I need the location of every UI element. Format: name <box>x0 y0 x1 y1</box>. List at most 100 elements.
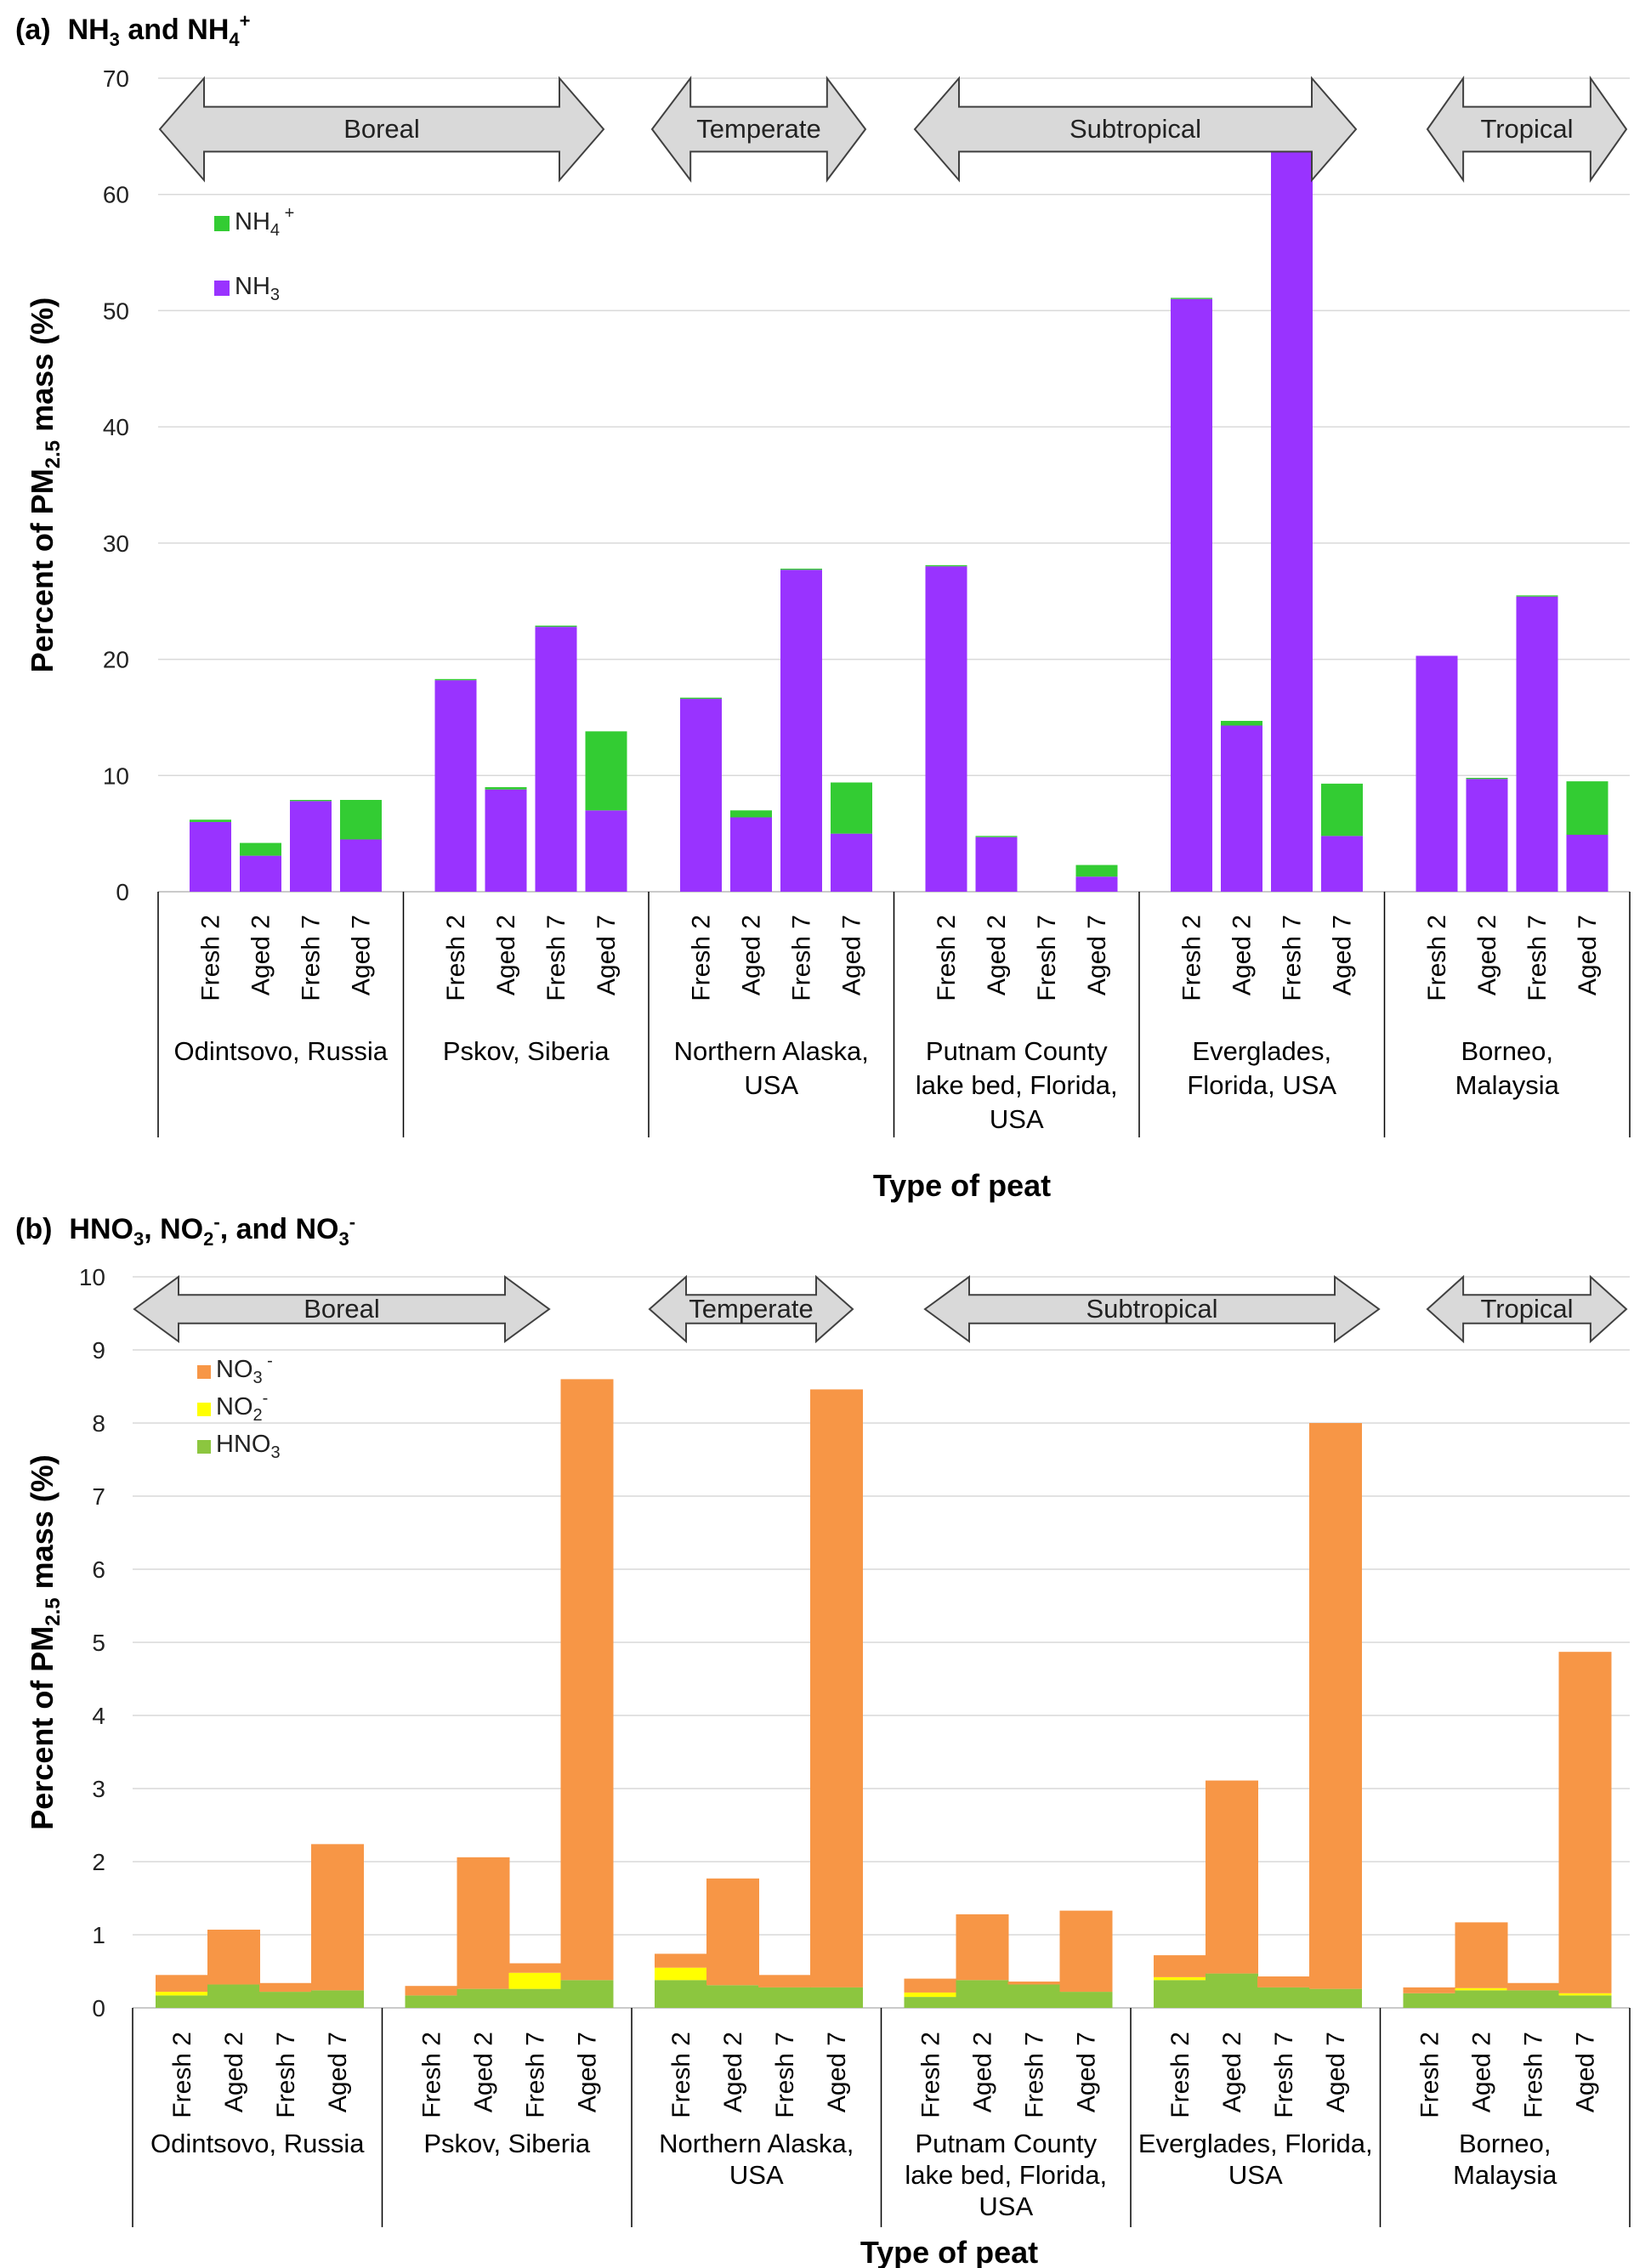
bar-segment-nh3 <box>1466 779 1508 892</box>
bar-segment-nh4 <box>680 697 722 700</box>
bar-segment-hno3 <box>1257 1987 1310 2008</box>
site-label: lake bed, Florida, <box>905 2160 1107 2190</box>
bar-segment-hno3 <box>1309 1988 1362 2008</box>
bar-category-label: Aged 7 <box>1083 915 1111 995</box>
site-label: USA <box>729 2160 784 2190</box>
bar-segment-no3 <box>904 1978 957 1993</box>
bar-segment-nh3 <box>434 680 477 892</box>
bar-segment-hno3 <box>1154 1980 1206 2008</box>
bar-segment-hno3 <box>706 1985 759 2008</box>
bar-segment-no3 <box>706 1878 759 1986</box>
panel-title-label: (a) <box>15 14 51 46</box>
bar-category-label: Fresh 2 <box>688 915 716 1001</box>
panel-title-label: (b) <box>15 1213 52 1245</box>
legend-label-sub: 3 <box>270 286 280 304</box>
bar-segment-nh4 <box>535 625 577 627</box>
site-label: USA <box>990 1104 1044 1134</box>
bar-segment-no3 <box>1455 1922 1508 1988</box>
climate-zone-label: Boreal <box>304 1294 380 1324</box>
y-tick-label: 0 <box>116 879 129 905</box>
bar-segment-nh3 <box>290 801 332 892</box>
climate-zone-label: Subtropical <box>1086 1294 1217 1324</box>
bar-segment-no2 <box>655 1967 707 1981</box>
bar-segment-nh4 <box>1321 783 1363 836</box>
climate-zone-arrow <box>648 1274 854 1344</box>
bar-segment-hno3 <box>1455 1990 1508 2008</box>
bar-segment-hno3 <box>904 1997 957 2008</box>
bar-segment-no3 <box>655 1953 707 1968</box>
bar-segment-nh4 <box>1516 595 1558 597</box>
bar-segment-nh4 <box>485 786 527 790</box>
bar-segment-hno3 <box>1558 1995 1612 2008</box>
bar-category-label: Aged 2 <box>220 2032 248 2112</box>
bar-segment-no3 <box>1206 1780 1258 1974</box>
y-tick-label: 1 <box>92 1922 105 1948</box>
bar-segment-nh4 <box>434 678 477 681</box>
climate-zone-label: Boreal <box>343 114 420 144</box>
bar-category-label: Fresh 7 <box>522 2032 550 2118</box>
legend-label-part: NO <box>216 1356 253 1383</box>
bar-segment-hno3 <box>810 1987 863 2008</box>
bar-segment-nh3 <box>1075 876 1118 892</box>
legend-label: NO3 - <box>216 1352 273 1387</box>
y-tick-label: 20 <box>103 647 129 673</box>
site-label: USA <box>1228 2160 1283 2190</box>
bar-category-label: Fresh 7 <box>1033 915 1061 1001</box>
bar-segment-no3 <box>1059 1910 1113 1993</box>
panel-title-part: , and NO <box>220 1213 339 1245</box>
bar-category-label: Aged 7 <box>593 915 621 995</box>
site-label: Malaysia <box>1455 1070 1560 1100</box>
bar-segment-no3 <box>810 1389 863 1987</box>
panel-title: (b) HNO3, NO2-, and NO3- <box>15 1211 355 1250</box>
bar-segment-hno3 <box>259 1992 312 2008</box>
y-tick-label: 50 <box>103 298 129 324</box>
bar-category-label: Aged 7 <box>574 2032 602 2112</box>
bar-segment-nh3 <box>831 833 872 892</box>
y-tick-label: 8 <box>92 1410 105 1437</box>
bar-category-label: Fresh 2 <box>917 2032 945 2118</box>
climate-zone-label: Subtropical <box>1069 114 1201 144</box>
legend-label-sub: 3 <box>270 1443 280 1462</box>
y-tick-label: 40 <box>103 414 129 440</box>
bar-segment-nh3 <box>730 817 772 892</box>
site-label: Malaysia <box>1453 2160 1557 2190</box>
panel-title-sup: + <box>240 10 251 31</box>
bar-segment-hno3 <box>655 1980 707 2008</box>
bar-segment-hno3 <box>457 1988 510 2008</box>
bar-segment-nh4 <box>1566 781 1608 836</box>
y-axis-title: Percent of PM2.5 mass (%) <box>25 298 65 673</box>
site-label: Odintsovo, Russia <box>150 2129 365 2158</box>
y-axis-title-sub: 2.5 <box>42 440 65 468</box>
bar-segment-nh3 <box>925 566 967 892</box>
legend-label-part: NO <box>216 1393 253 1420</box>
site-label: Pskov, Siberia <box>443 1036 610 1066</box>
site-label: Borneo, <box>1461 1036 1553 1066</box>
bar-segment-nh3 <box>1416 655 1458 892</box>
bar-category-label: Aged 2 <box>1473 915 1501 995</box>
climate-zone-arrow <box>158 76 605 183</box>
legend-label-part: NH <box>235 208 270 235</box>
y-tick-label: 3 <box>92 1776 105 1802</box>
bar-segment-no3 <box>457 1857 510 1989</box>
legend-label: NH4 + <box>235 204 294 240</box>
bar-segment-no3 <box>758 1975 811 1987</box>
bar-segment-nh4 <box>1466 778 1508 780</box>
site-label: USA <box>979 2191 1033 2221</box>
y-tick-label: 10 <box>103 763 129 789</box>
bar-segment-hno3 <box>311 1990 364 2008</box>
legend-label-sup: - <box>263 1352 273 1370</box>
bar-category-label: Fresh 2 <box>418 2032 446 2118</box>
bar-segment-nh3 <box>1566 835 1608 892</box>
bar-segment-nh4 <box>290 799 332 802</box>
site-label: lake bed, Florida, <box>916 1070 1118 1100</box>
climate-zone-label: Tropical <box>1480 114 1573 144</box>
bar-category-label: Aged 2 <box>1228 915 1257 995</box>
bar-segment-no3 <box>1007 1982 1061 1985</box>
site-label: Northern Alaska, <box>659 2129 854 2158</box>
site-label: Putnam County <box>915 2129 1097 2158</box>
site-label: Everglades, <box>1192 1036 1331 1066</box>
legend-label-sup: - <box>263 1389 269 1408</box>
legend-label-sub: 2 <box>253 1406 263 1425</box>
y-axis-title-sub: 2.5 <box>42 1597 65 1625</box>
legend-label: HNO3 <box>216 1431 281 1462</box>
